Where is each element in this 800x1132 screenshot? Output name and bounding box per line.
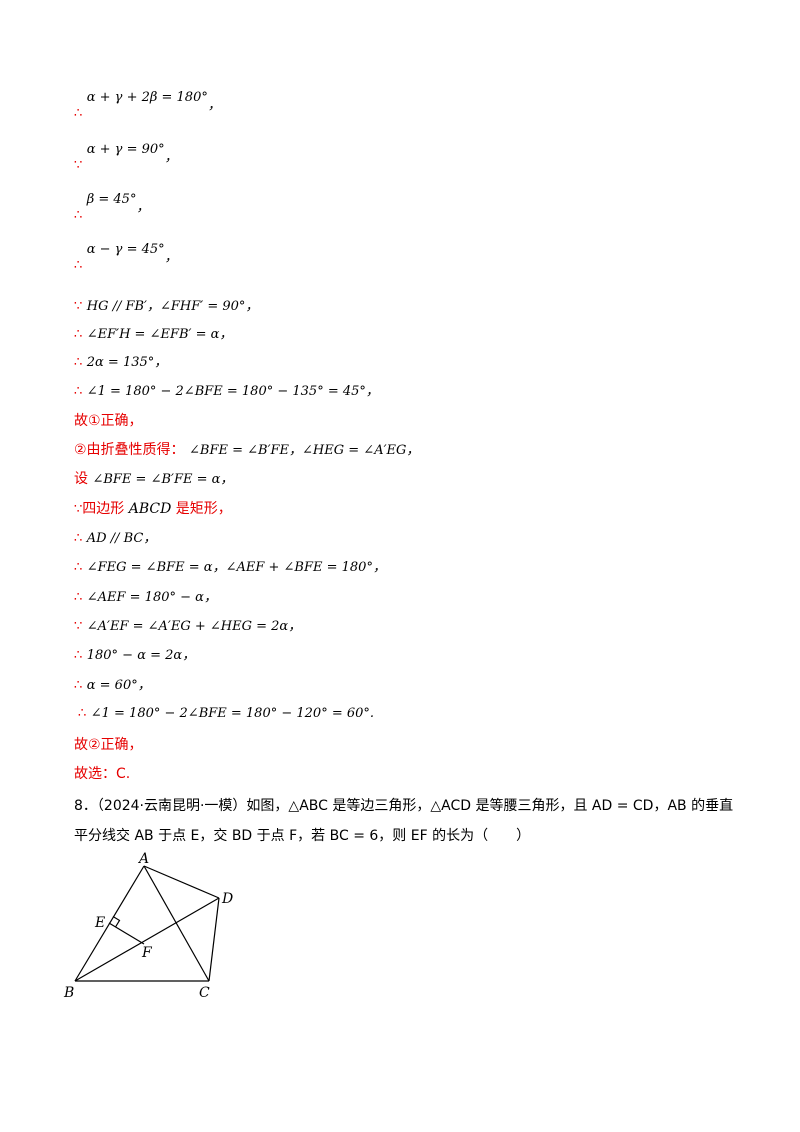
math-expression: HG // FB′，∠FHF′ = 90° bbox=[86, 299, 246, 314]
label-e: E bbox=[94, 915, 105, 931]
segment-cd bbox=[208, 897, 220, 982]
punctuation: ， bbox=[288, 619, 302, 634]
question-line-1: 8．（2024·云南昆明·一模）如图，△ABC 是等边三角形，△ACD 是等腰三… bbox=[74, 798, 734, 814]
proof2-line-5: ∴ 180° − α = 2α， bbox=[74, 646, 195, 665]
proof1-line-1: ∵ HG // FB′，∠FHF′ = 90°， bbox=[74, 297, 258, 316]
question-line-2: 平分线交 AB 于点 E，交 BD 于点 F，若 BC = 6，则 EF 的长为… bbox=[74, 828, 531, 844]
segment-ac bbox=[143, 865, 210, 982]
part2-rect: ∵四边形 ABCD 是矩形， bbox=[74, 500, 232, 519]
math-expression: ∠AEF = 180° − α bbox=[86, 590, 204, 605]
therefore-symbol: ∴ bbox=[74, 106, 83, 121]
proof1-line-3: ∴ 2α = 135°， bbox=[74, 353, 167, 372]
proof2-line-2: ∴ ∠FEG = ∠BFE = α，∠AEF + ∠BFE = 180°， bbox=[74, 558, 386, 577]
punctuation: ， bbox=[245, 299, 259, 314]
punctuation: ， bbox=[164, 150, 178, 165]
punctuation: ， bbox=[137, 678, 151, 693]
label-d: D bbox=[221, 891, 233, 907]
math-expression: ∠BFE = ∠B′FE = α bbox=[92, 472, 221, 487]
rect-text: 四边形 bbox=[82, 501, 125, 517]
punctuation: ， bbox=[136, 200, 150, 215]
proof2-line-7: ∴ ∠1 = 180° − 2∠BFE = 180° − 120° = 60°. bbox=[74, 704, 374, 723]
proof2-line-6: ∴ α = 60°， bbox=[74, 676, 151, 695]
math-expression: AD // BC bbox=[86, 531, 144, 546]
step-line-4: ∴ α − γ = 45°， bbox=[74, 242, 178, 273]
step-line-3: ∴ β = 45°， bbox=[74, 192, 150, 223]
geometry-figure: A B C D E F bbox=[63, 852, 233, 1001]
segment-bd bbox=[74, 897, 220, 982]
rect-text-2: 是矩形， bbox=[175, 501, 232, 517]
because-symbol: ∵ bbox=[74, 299, 83, 314]
math-expression: β = 45° bbox=[86, 192, 137, 207]
math-expression: α + γ + 2β = 180° bbox=[86, 90, 208, 105]
math-expression: ∠A′EF = ∠A′EG + ∠HEG = 2α bbox=[86, 619, 289, 634]
punctuation: . bbox=[369, 706, 375, 721]
let-text: 设 bbox=[74, 471, 88, 487]
punctuation: ， bbox=[182, 648, 196, 663]
conclusion-text: 故①正确， bbox=[74, 413, 143, 429]
part2-let: 设 ∠BFE = ∠B′FE = α， bbox=[74, 470, 233, 489]
proof2-line-1: ∴ AD // BC， bbox=[74, 529, 156, 548]
therefore-symbol: ∴ bbox=[78, 706, 87, 721]
intro-text: ②由折叠性质得： bbox=[74, 442, 185, 458]
punctuation: ， bbox=[143, 531, 157, 546]
proof2-line-3: ∴ ∠AEF = 180° − α， bbox=[74, 588, 217, 607]
punctuation: ， bbox=[219, 327, 233, 342]
therefore-symbol: ∴ bbox=[74, 560, 83, 575]
therefore-symbol: ∴ bbox=[74, 678, 83, 693]
proof2-line-4: ∵ ∠A′EF = ∠A′EG + ∠HEG = 2α， bbox=[74, 617, 301, 636]
punctuation: ， bbox=[220, 472, 234, 487]
math-expression: ABCD bbox=[128, 501, 172, 517]
step-line-1: ∴ α + γ + 2β = 180°， bbox=[74, 90, 221, 121]
therefore-symbol: ∴ bbox=[74, 384, 83, 399]
segment-ad bbox=[143, 865, 220, 899]
punctuation: ， bbox=[372, 560, 386, 575]
right-angle-mark bbox=[112, 915, 121, 928]
punctuation: ， bbox=[154, 355, 168, 370]
answer-text: 故选：C. bbox=[74, 766, 131, 782]
math-expression: α − γ = 45° bbox=[86, 242, 165, 257]
proof1-line-2: ∴ ∠EF′H = ∠EFB′ = α， bbox=[74, 325, 232, 344]
conclusion-text: 故②正确， bbox=[74, 737, 143, 753]
segment-ef bbox=[108, 922, 145, 945]
math-expression: ∠BFE = ∠B′FE，∠HEG = ∠A′EG bbox=[189, 443, 407, 458]
math-expression: α = 60° bbox=[86, 678, 138, 693]
therefore-symbol: ∴ bbox=[74, 208, 83, 223]
part2-intro: ②由折叠性质得： ∠BFE = ∠B′FE，∠HEG = ∠A′EG， bbox=[74, 441, 419, 460]
punctuation: ， bbox=[406, 443, 420, 458]
label-f: F bbox=[141, 945, 153, 961]
math-expression: α + γ = 90° bbox=[86, 142, 165, 157]
punctuation: ， bbox=[207, 98, 221, 113]
therefore-symbol: ∴ bbox=[74, 648, 83, 663]
step-line-2: ∵ α + γ = 90°， bbox=[74, 142, 178, 173]
punctuation: ， bbox=[365, 384, 379, 399]
math-expression: 180° − α = 2α bbox=[86, 648, 183, 663]
because-symbol: ∵ bbox=[74, 502, 83, 517]
math-expression: 2α = 135° bbox=[86, 355, 155, 370]
conclusion-2: 故②正确， bbox=[74, 736, 143, 754]
answer-line: 故选：C. bbox=[74, 765, 130, 783]
math-expression: ∠EF′H = ∠EFB′ = α bbox=[86, 327, 220, 342]
label-c: C bbox=[199, 985, 210, 1001]
because-symbol: ∵ bbox=[74, 158, 83, 173]
punctuation: ， bbox=[164, 250, 178, 265]
math-expression: ∠1 = 180° − 2∠BFE = 180° − 135° = 45° bbox=[86, 384, 366, 399]
math-expression: ∠1 = 180° − 2∠BFE = 180° − 120° = 60° bbox=[90, 706, 370, 721]
therefore-symbol: ∴ bbox=[74, 590, 83, 605]
therefore-symbol: ∴ bbox=[74, 355, 83, 370]
because-symbol: ∵ bbox=[74, 619, 83, 634]
math-expression: ∠FEG = ∠BFE = α，∠AEF + ∠BFE = 180° bbox=[86, 560, 373, 575]
label-a: A bbox=[137, 852, 149, 867]
therefore-symbol: ∴ bbox=[74, 531, 83, 546]
punctuation: ， bbox=[203, 590, 217, 605]
proof1-line-4: ∴ ∠1 = 180° − 2∠BFE = 180° − 135° = 45°， bbox=[74, 382, 379, 401]
therefore-symbol: ∴ bbox=[74, 258, 83, 273]
conclusion-1: 故①正确， bbox=[74, 412, 143, 430]
label-b: B bbox=[63, 985, 74, 1001]
therefore-symbol: ∴ bbox=[74, 327, 83, 342]
